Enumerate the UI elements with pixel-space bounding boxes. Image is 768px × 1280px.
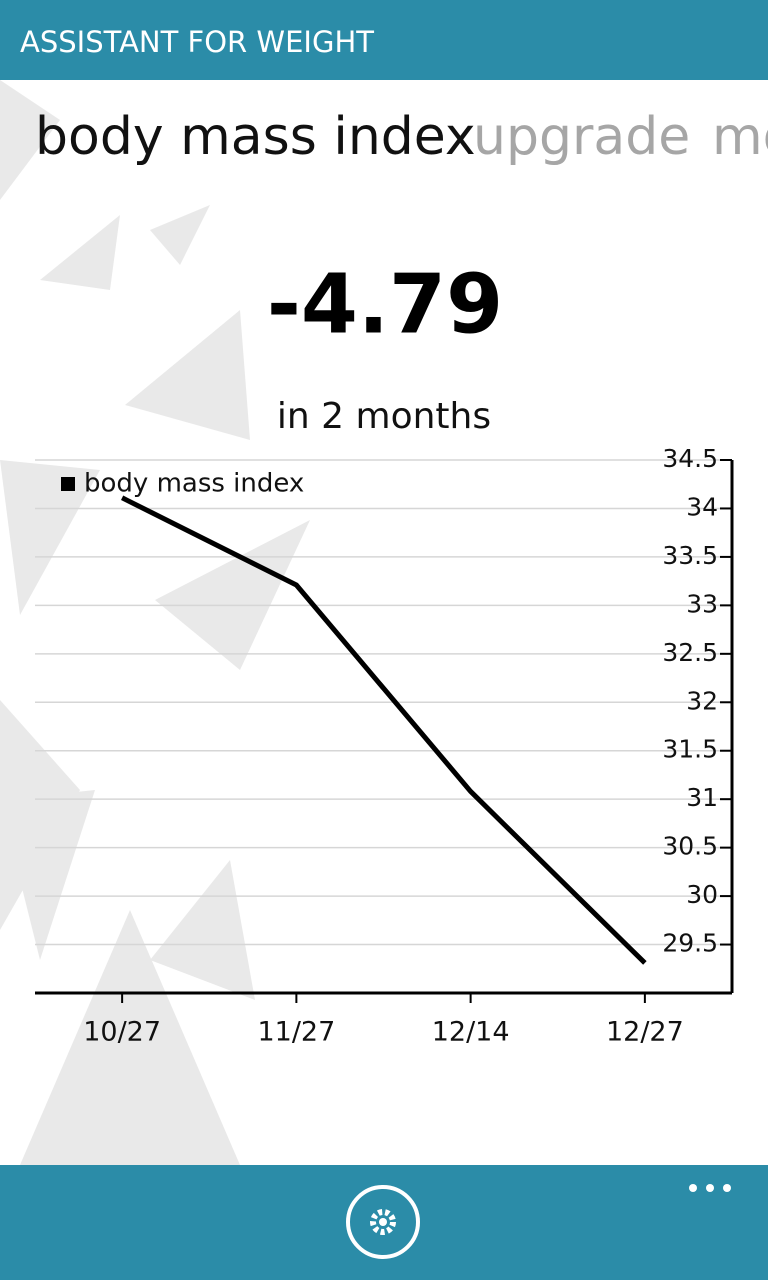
- settings-button[interactable]: [346, 1185, 420, 1259]
- more-menu[interactable]: [689, 1184, 731, 1192]
- x-tick-label: 12/14: [432, 1017, 510, 1048]
- y-tick-label: 34.5: [662, 444, 718, 473]
- y-tick-label: 33: [686, 589, 718, 618]
- pivot-header[interactable]: upgrade: [473, 107, 690, 167]
- legend-swatch: [61, 477, 75, 491]
- app-title: ASSISTANT FOR WEIGHT: [20, 25, 374, 59]
- x-tick-label: 12/27: [606, 1017, 684, 1048]
- y-tick-label: 32: [686, 686, 718, 715]
- pivot-header[interactable]: body mass index: [35, 107, 476, 167]
- x-tick-label: 11/27: [257, 1017, 335, 1048]
- y-tick-label: 29.5: [662, 929, 718, 958]
- pivot-header[interactable]: mo: [712, 107, 768, 167]
- data-line: [121, 495, 647, 965]
- chart: 29.5 30 30.5 31 31.5 32 32.5 33 33.5 34 34.5 10/27 1…: [35, 444, 734, 1048]
- x-tick-label: 10/27: [83, 1017, 161, 1048]
- y-tick-label: 34: [686, 492, 718, 521]
- y-tick-label: 33.5: [662, 541, 718, 570]
- y-tick-label: 32.5: [662, 638, 718, 667]
- y-tick-label: 30: [686, 880, 718, 909]
- y-tick-label: 31.5: [662, 735, 718, 764]
- background-pattern: [0, 80, 310, 1165]
- y-tick-label: 30.5: [662, 832, 718, 861]
- legend-label: body mass index: [84, 469, 304, 499]
- period-label: in 2 months: [277, 396, 491, 437]
- change-value: -4.79: [267, 257, 503, 352]
- title-bar: [0, 0, 768, 80]
- y-tick-label: 31: [686, 783, 718, 812]
